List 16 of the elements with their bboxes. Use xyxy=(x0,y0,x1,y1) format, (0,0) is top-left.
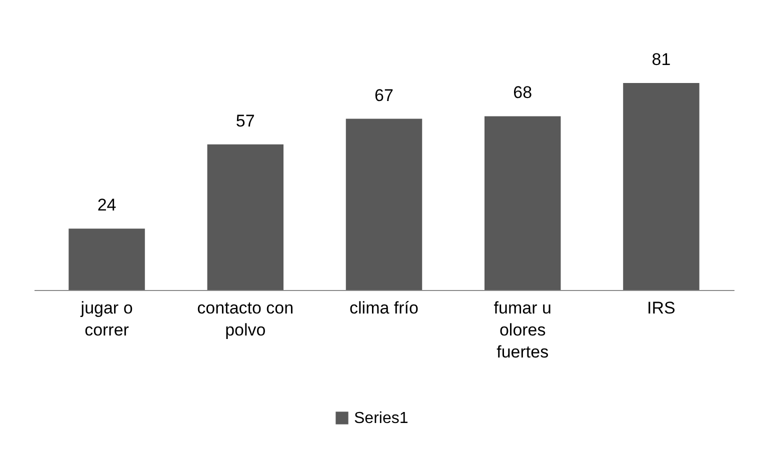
data-label: 67 xyxy=(374,86,394,105)
x-tick-label: fumar u olores fuertes xyxy=(494,298,552,362)
bar xyxy=(484,116,561,290)
bar xyxy=(68,228,145,290)
data-label: 57 xyxy=(236,111,255,130)
data-label: 24 xyxy=(97,196,116,215)
bar xyxy=(623,83,700,290)
x-tick-label: contacto con polvo xyxy=(197,298,294,340)
data-label: 81 xyxy=(652,50,671,69)
x-tick-label: jugar o correr xyxy=(80,298,133,340)
legend-label: Series1 xyxy=(354,410,408,427)
bar xyxy=(346,118,422,290)
x-tick-label: clima frío xyxy=(350,298,418,318)
bar xyxy=(207,144,284,290)
x-tick-label: IRS xyxy=(647,298,676,318)
data-label: 68 xyxy=(513,83,532,102)
